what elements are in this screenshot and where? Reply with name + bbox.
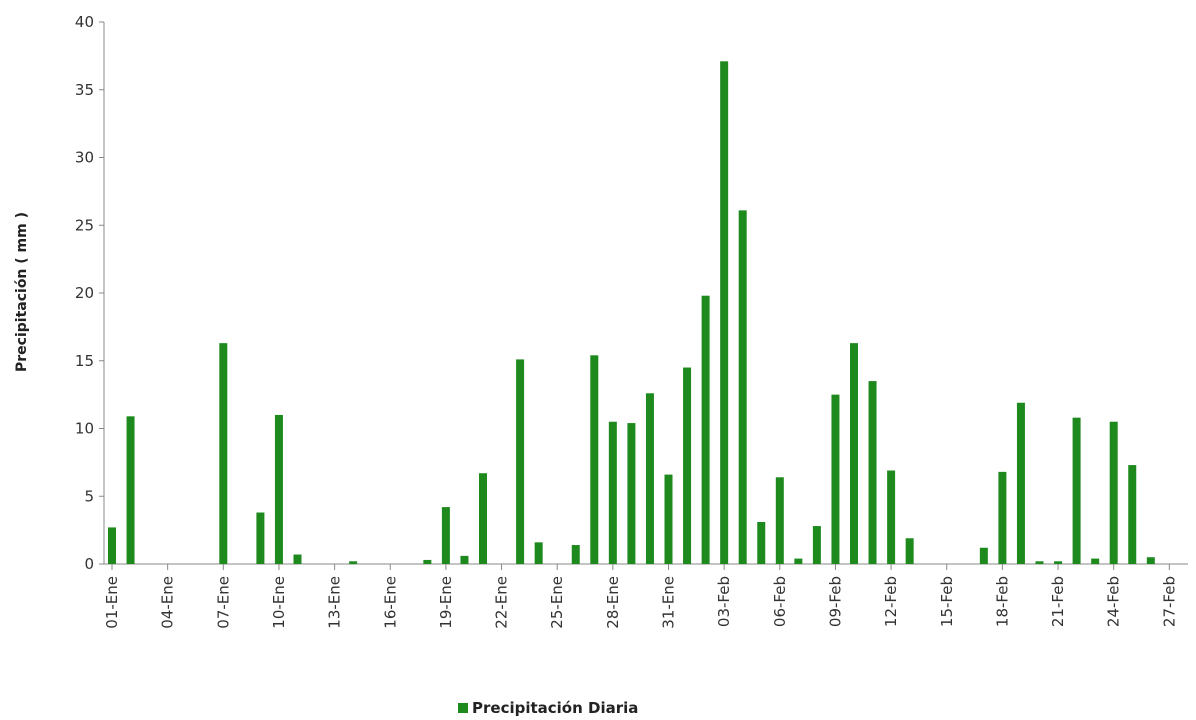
y-tick-label: 40 [75, 13, 94, 31]
legend-label: Precipitación Diaria [472, 699, 638, 717]
bar-01-Ene [108, 527, 116, 564]
bar-24-Ene [534, 542, 543, 564]
bar-06-Feb [775, 477, 784, 564]
x-tick-label: 12-Feb [882, 576, 900, 627]
x-tick-label: 27-Feb [1160, 576, 1178, 627]
bar-09-Feb [831, 394, 840, 564]
bar-12-Feb [887, 470, 896, 564]
x-tick-label: 21-Feb [1049, 576, 1067, 627]
x-tick-label: 01-Ene [103, 576, 121, 629]
bar-21-Feb [1054, 561, 1063, 564]
y-tick-label: 0 [84, 555, 94, 573]
bar-03-Feb [720, 61, 729, 565]
x-tick-label: 13-Ene [326, 576, 344, 629]
bar-19-Ene [441, 507, 450, 564]
x-tick-label: 09-Feb [826, 576, 844, 627]
bar-05-Feb [757, 521, 766, 564]
bar-07-Ene [219, 343, 228, 564]
bar-18-Ene [423, 559, 432, 564]
bar-29-Ene [627, 423, 636, 564]
bar-19-Feb [1016, 402, 1025, 564]
y-tick-label: 15 [75, 352, 94, 370]
bar-18-Feb [998, 471, 1007, 564]
legend-swatch [458, 703, 468, 713]
y-tick-label: 20 [75, 284, 94, 302]
bar-11-Feb [868, 381, 877, 564]
bar-08-Feb [812, 526, 821, 564]
bar-20-Ene [460, 555, 469, 564]
y-tick-label: 30 [75, 149, 94, 167]
legend: Precipitación Diaria [458, 699, 638, 717]
y-tick-label: 25 [75, 216, 94, 234]
bar-28-Ene [608, 421, 617, 564]
bar-20-Feb [1035, 561, 1044, 564]
bar-21-Ene [479, 473, 487, 564]
bar-26-Feb [1146, 557, 1155, 564]
bar-23-Feb [1091, 558, 1100, 564]
bar-series [108, 61, 1155, 565]
x-tick-label: 19-Ene [437, 576, 455, 629]
x-tick-label: 10-Ene [270, 576, 288, 629]
bar-11-Ene [293, 554, 302, 564]
bar-27-Ene [590, 355, 599, 564]
x-tick-label: 22-Ene [493, 576, 511, 629]
x-axis: 01-Ene 04-Ene 07-Ene 10-Ene 13-Ene 16-Ene 19-E… [103, 563, 1188, 629]
bar-07-Feb [794, 558, 803, 564]
y-tick-label: 35 [75, 81, 94, 99]
bar-10-Ene [274, 414, 283, 564]
y-axis-title: Precipitación ( mm ) [14, 212, 30, 372]
x-tick-label: 04-Ene [159, 576, 177, 629]
x-tick-label: 25-Ene [548, 576, 566, 629]
bar-26-Ene [571, 545, 580, 564]
bar-24-Feb [1109, 421, 1118, 564]
bar-04-Feb [738, 210, 747, 564]
x-tick-label: 16-Ene [381, 576, 399, 629]
x-tick-label: 24-Feb [1105, 576, 1123, 627]
y-tick-label: 5 [84, 487, 94, 505]
bar-30-Ene [645, 393, 654, 564]
bar-25-Feb [1128, 465, 1137, 564]
bar-23-Ene [516, 359, 525, 564]
bar-01-Feb [683, 367, 692, 564]
x-tick-label: 03-Feb [715, 576, 733, 627]
bar-10-Feb [850, 343, 858, 564]
bar-17-Feb [979, 547, 988, 564]
x-tick-label: 28-Ene [604, 576, 622, 629]
y-axis: 0 5 10 15 20 25 30 35 40 [75, 13, 105, 573]
x-tick-label: 18-Feb [993, 576, 1011, 627]
bar-02-Feb [701, 295, 710, 564]
bar-09-Ene [256, 512, 265, 564]
y-tick-label: 10 [75, 420, 94, 438]
x-tick-label: 07-Ene [214, 576, 232, 629]
bar-22-Feb [1072, 417, 1081, 564]
x-tick-label: 06-Feb [771, 576, 789, 627]
bar-13-Feb [905, 538, 914, 564]
bar-31-Ene [664, 474, 673, 564]
x-tick-label: 31-Ene [660, 576, 678, 629]
bar-14-Ene [349, 561, 358, 564]
x-tick-label: 15-Feb [938, 576, 956, 627]
bar-02-Ene [126, 416, 135, 564]
